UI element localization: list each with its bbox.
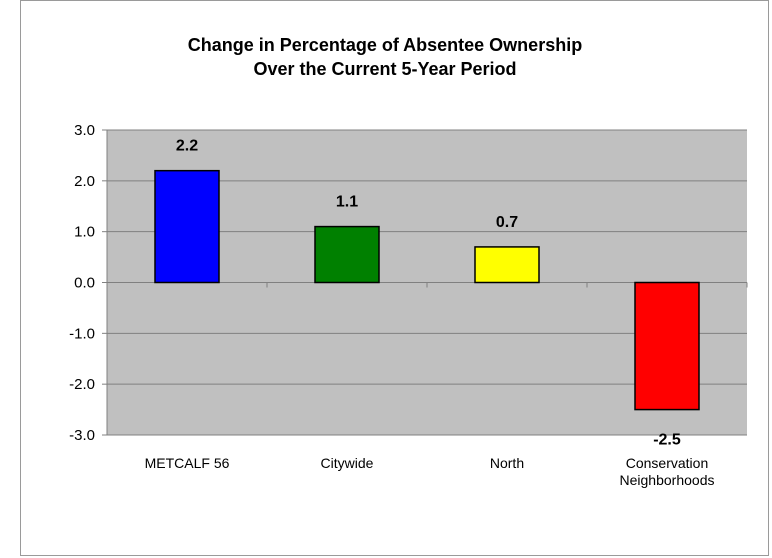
category-label: Neighborhoods [620, 472, 715, 488]
chart-title-line-1: Change in Percentage of Absentee Ownersh… [188, 35, 582, 55]
y-tick-label: 0.0 [74, 275, 95, 292]
bar [474, 246, 540, 284]
data-label: 2.2 [176, 138, 198, 155]
category-label: North [490, 455, 524, 471]
y-tick-label: -2.0 [69, 376, 95, 393]
data-label: 0.7 [496, 214, 518, 231]
chart-title-line-2: Over the Current 5-Year Period [253, 59, 516, 79]
chart-frame: Change in Percentage of Absentee Ownersh… [20, 0, 769, 556]
bar [314, 225, 380, 284]
y-tick-label: 1.0 [74, 224, 95, 241]
data-label: 1.1 [336, 194, 358, 211]
bar-chart: Change in Percentage of Absentee Ownersh… [69, 35, 748, 488]
category-label: Conservation [626, 455, 709, 471]
y-tick-label: 3.0 [74, 122, 95, 139]
category-label: Citywide [321, 455, 374, 471]
category-label: METCALF 56 [145, 455, 230, 471]
y-tick-label: 2.0 [74, 173, 95, 190]
bar [154, 169, 220, 284]
y-tick-label: -3.0 [69, 427, 95, 444]
y-tick-label: -1.0 [69, 325, 95, 342]
data-label: -2.5 [653, 432, 681, 449]
bar [634, 281, 700, 411]
plot-area: 3.0 2.0 1.0 0.0 -1.0 -2.0 -3.0 2.2 METCALF 56 1.1… [69, 122, 748, 488]
